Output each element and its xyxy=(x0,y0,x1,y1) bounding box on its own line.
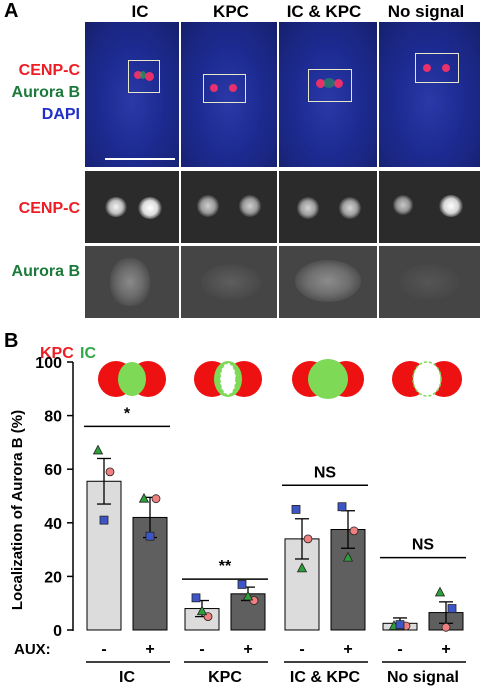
micrograph-aurorab-ic-kpc xyxy=(279,246,377,318)
aux-minus-label: - xyxy=(397,641,402,658)
micrograph-merge-no-signal xyxy=(379,22,480,167)
y-tick-label: 40 xyxy=(44,516,62,533)
data-point-triangle xyxy=(296,562,308,573)
aux-plus-label: + xyxy=(441,641,450,658)
schematic-kpc-icon xyxy=(194,361,262,397)
column-header-ic: IC xyxy=(131,2,149,21)
data-point-square xyxy=(99,515,109,525)
aux-plus-label: + xyxy=(145,641,154,658)
y-tick-label: 20 xyxy=(44,569,62,586)
micrograph-cenpc-ic xyxy=(85,171,179,243)
y-tick-label: 100 xyxy=(35,355,62,372)
legend-ic: IC xyxy=(80,345,96,362)
data-point-triangle xyxy=(434,586,446,597)
aux-minus-label: - xyxy=(101,641,106,658)
group-label: IC & KPC xyxy=(290,669,361,686)
significance-label: ** xyxy=(219,558,232,575)
data-point-square xyxy=(191,593,201,603)
row-label-aurorab: Aurora B xyxy=(11,263,80,280)
group-label: IC xyxy=(119,669,135,686)
y-tick-label: 80 xyxy=(44,409,62,426)
data-point-circle xyxy=(151,494,161,504)
column-header-ic-kpc: IC & KPC xyxy=(286,2,362,21)
data-point-square xyxy=(145,531,155,541)
significance-label: * xyxy=(124,405,131,422)
column-header-no-signal: No signal xyxy=(387,2,465,21)
aux-minus-label: - xyxy=(299,641,304,658)
schematic-no-signal-icon xyxy=(392,361,462,397)
data-point-triangle xyxy=(342,551,354,562)
panel-a-letter: A xyxy=(4,0,19,22)
micrograph-aurorab-kpc xyxy=(181,246,277,318)
group-label: No signal xyxy=(387,669,459,686)
aux-label: AUX: xyxy=(14,641,51,658)
y-axis-label: Localization of Aurora B (%) xyxy=(9,410,26,610)
aux-plus-label: + xyxy=(243,641,252,658)
aux-plus-label: + xyxy=(343,641,352,658)
data-point-triangle xyxy=(196,605,208,616)
row-label-merge-aurorab: Aurora B xyxy=(11,84,80,101)
micrograph-merge-ic xyxy=(85,22,179,167)
micrograph-merge-ic-kpc xyxy=(279,22,377,167)
data-point-circle xyxy=(105,467,115,477)
schematic-ic-icon xyxy=(98,361,166,397)
row-label-merge-dapi: DAPI xyxy=(41,106,80,123)
data-point-square xyxy=(291,504,301,514)
data-point-square xyxy=(337,502,347,512)
data-point-circle xyxy=(303,534,313,544)
y-tick-label: 0 xyxy=(53,623,62,640)
data-point-circle xyxy=(441,622,451,632)
panel-b-letter: B xyxy=(4,330,19,352)
bar-chart: KPC IC Localization of Aurora B (%) 0 20 4… xyxy=(9,345,466,686)
row-label-cenpc: CENP-C xyxy=(18,200,80,217)
data-point-triangle xyxy=(92,444,104,455)
micrograph-aurorab-no-signal xyxy=(379,246,480,318)
group-label: KPC xyxy=(208,669,242,686)
significance-label: NS xyxy=(412,537,435,554)
data-point-triangle xyxy=(242,590,254,601)
data-point-circle xyxy=(349,526,359,536)
aux-minus-label: - xyxy=(199,641,204,658)
data-point-triangle xyxy=(138,492,150,503)
micrograph-cenpc-no-signal xyxy=(379,171,480,243)
y-tick-label: 60 xyxy=(44,462,62,479)
legend-kpc: KPC xyxy=(40,345,74,362)
significance-label: NS xyxy=(314,464,337,481)
data-point-square xyxy=(447,604,457,613)
schematic-ic-kpc-icon xyxy=(292,359,364,399)
data-point-square xyxy=(237,580,247,589)
micrograph-merge-kpc xyxy=(181,22,277,167)
micrograph-aurorab-ic xyxy=(85,246,179,318)
row-label-merge-cenpc: CENP-C xyxy=(18,62,80,79)
column-header-kpc: KPC xyxy=(213,2,249,21)
bar-ic-minus xyxy=(86,480,122,631)
micrograph-cenpc-ic-kpc xyxy=(279,171,377,243)
micrograph-cenpc-kpc xyxy=(181,171,277,243)
data-point-square xyxy=(395,620,405,630)
